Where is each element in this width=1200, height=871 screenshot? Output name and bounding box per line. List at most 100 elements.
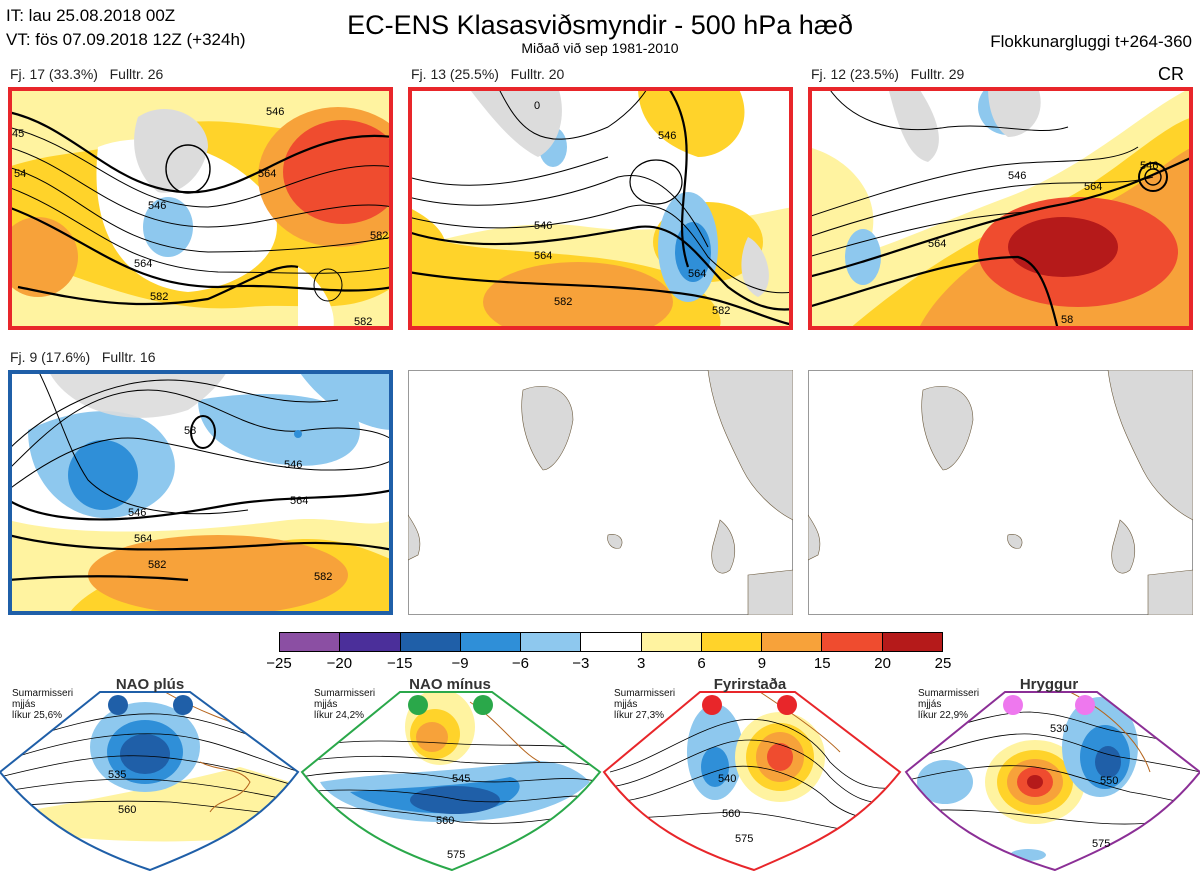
regime-3-note: Sumarmisseri mjjás líkur 27,3%: [614, 688, 676, 721]
panel-3-label: Fj. 12 (23.5%) Fulltr. 29: [811, 66, 964, 82]
colorbar-segment: [340, 633, 401, 651]
empty-map-5: [408, 370, 793, 615]
contour-label: 0: [534, 100, 540, 112]
contour-label: 530: [1050, 723, 1068, 735]
colorbar-tick-label: 6: [697, 655, 706, 672]
colorbar-tick-label: −15: [386, 655, 413, 672]
panel-4-fj: Fj. 9 (17.6%): [10, 349, 91, 365]
contour-label: 58: [1061, 314, 1073, 326]
contour-label: 564: [688, 268, 706, 280]
panel-3-fj: Fj. 12 (23.5%): [811, 66, 899, 82]
colorbar-segment: [400, 633, 461, 651]
colorbar-segment: [882, 633, 942, 651]
empty-map-6: [808, 370, 1193, 615]
colorbar-segment: [822, 633, 883, 651]
panel-3-border: [808, 87, 1193, 330]
contour-label: 560: [436, 815, 454, 827]
contour-label: 546: [148, 200, 166, 212]
panel-2-border: [408, 87, 793, 330]
colorbar-segment: [701, 633, 763, 651]
contour-label: 564: [1084, 181, 1102, 193]
regime-1-dot-left: [108, 695, 128, 715]
colorbar-tick-label: −3: [572, 655, 590, 672]
regime-1-note: Sumarmisseri mjjás líkur 25,6%: [12, 688, 74, 721]
contour-label: 54: [14, 168, 26, 180]
colorbar-tick-label: 15: [813, 655, 831, 672]
colorbar: [279, 632, 943, 652]
regime-2-outline: [300, 691, 602, 871]
panel-1-fulltr: Fulltr. 26: [109, 66, 164, 82]
regime-1-dot-right: [173, 695, 193, 715]
page-title: EC-ENS Klasasviðsmyndir - 500 hPa hæð: [347, 10, 853, 40]
cr-label: CR: [1158, 64, 1184, 84]
contour-label: 575: [447, 849, 465, 861]
contour-label: 564: [134, 258, 152, 270]
panel-1-label: Fj. 17 (33.3%) Fulltr. 26: [10, 66, 163, 82]
regime-4-dot-left: [1003, 695, 1023, 715]
contour-label: 575: [735, 833, 753, 845]
contour-label: 550: [1100, 775, 1118, 787]
cluster-map-4: 546 564 582 546 564 58 582: [8, 370, 393, 615]
colorbar-segment: [581, 633, 642, 651]
regime-2-note: Sumarmisseri mjjás líkur 24,2%: [314, 688, 376, 721]
contour-label: 546: [284, 459, 302, 471]
colorbar-segment: [521, 633, 582, 651]
contour-label: 546: [1140, 160, 1158, 172]
regime-2-dot-right: [473, 695, 493, 715]
colorbar-tick-label: −9: [451, 655, 469, 672]
colorbar-tick-label: 25: [934, 655, 952, 672]
panel-2-label: Fj. 13 (25.5%) Fulltr. 20: [411, 66, 564, 82]
colorbar-tick-label: 9: [757, 655, 767, 672]
contour-label: 582: [370, 230, 388, 242]
regime-3-dot-right: [777, 695, 797, 715]
colorbar-tick-label: −25: [266, 655, 292, 672]
valid-time: VT: fös 07.09.2018 12Z (+324h): [6, 30, 246, 49]
contour-label: 575: [1092, 838, 1110, 850]
regime-3-outline: [602, 691, 902, 871]
contour-label: 560: [118, 804, 136, 816]
panel-2-fj: Fj. 13 (25.5%): [411, 66, 499, 82]
contour-label: 546: [1008, 170, 1026, 182]
colorbar-tick-label: 20: [874, 655, 891, 672]
regime-4-name: Hryggur: [1019, 676, 1079, 693]
panel-3-fulltr: Fulltr. 29: [910, 66, 965, 82]
contour-label: 546: [658, 130, 676, 142]
contour-label: 582: [554, 296, 572, 308]
page-subtitle: Miðað við sep 1981-2010: [521, 40, 679, 56]
contour-label: 564: [258, 168, 276, 180]
regime-1-outline: [0, 691, 300, 871]
colorbar-segment: [762, 633, 823, 651]
contour-label: 45: [12, 128, 24, 140]
colorbar-segment: [460, 633, 522, 651]
regime-4-dot-right: [1075, 695, 1095, 715]
regime-1-name: NAO plús: [115, 676, 185, 693]
colorbar-tick-label: −20: [326, 655, 353, 672]
cluster-map-3: 546 564 546 564 58: [808, 87, 1193, 330]
regime-4-note: Sumarmisseri mjjás líkur 22,9%: [918, 688, 980, 721]
contour-label: 546: [266, 106, 284, 118]
colorbar-tick-label: 3: [637, 655, 646, 672]
contour-label: 582: [712, 305, 730, 317]
panel-4-border: [8, 370, 393, 615]
panel-4-fulltr: Fulltr. 16: [101, 349, 156, 365]
colorbar-segment: [641, 633, 702, 651]
panel-2-fulltr: Fulltr. 20: [510, 66, 565, 82]
contour-label: 564: [928, 238, 946, 250]
regime-3-dot-left: [702, 695, 722, 715]
colorbar-segment: [280, 633, 341, 651]
contour-label: 545: [452, 773, 470, 785]
classification-window: Flokkunargluggi t+264-360: [990, 32, 1192, 51]
contour-label: 540: [718, 773, 736, 785]
regime-2-dot-left: [408, 695, 428, 715]
initial-time: IT: lau 25.08.2018 00Z: [6, 6, 176, 25]
regime-4-outline: [904, 691, 1200, 871]
panel-1-border: [8, 87, 393, 330]
contour-label: 564: [534, 250, 552, 262]
panel-1-fj: Fj. 17 (33.3%): [10, 66, 98, 82]
colorbar-tick-label: −6: [511, 655, 530, 672]
contour-label: 582: [148, 559, 166, 571]
regime-3-name: Fyrirstaða: [713, 676, 787, 693]
regime-2-name: NAO mínus: [409, 676, 491, 693]
contour-label: 58: [184, 425, 196, 437]
contour-label: 546: [128, 507, 146, 519]
